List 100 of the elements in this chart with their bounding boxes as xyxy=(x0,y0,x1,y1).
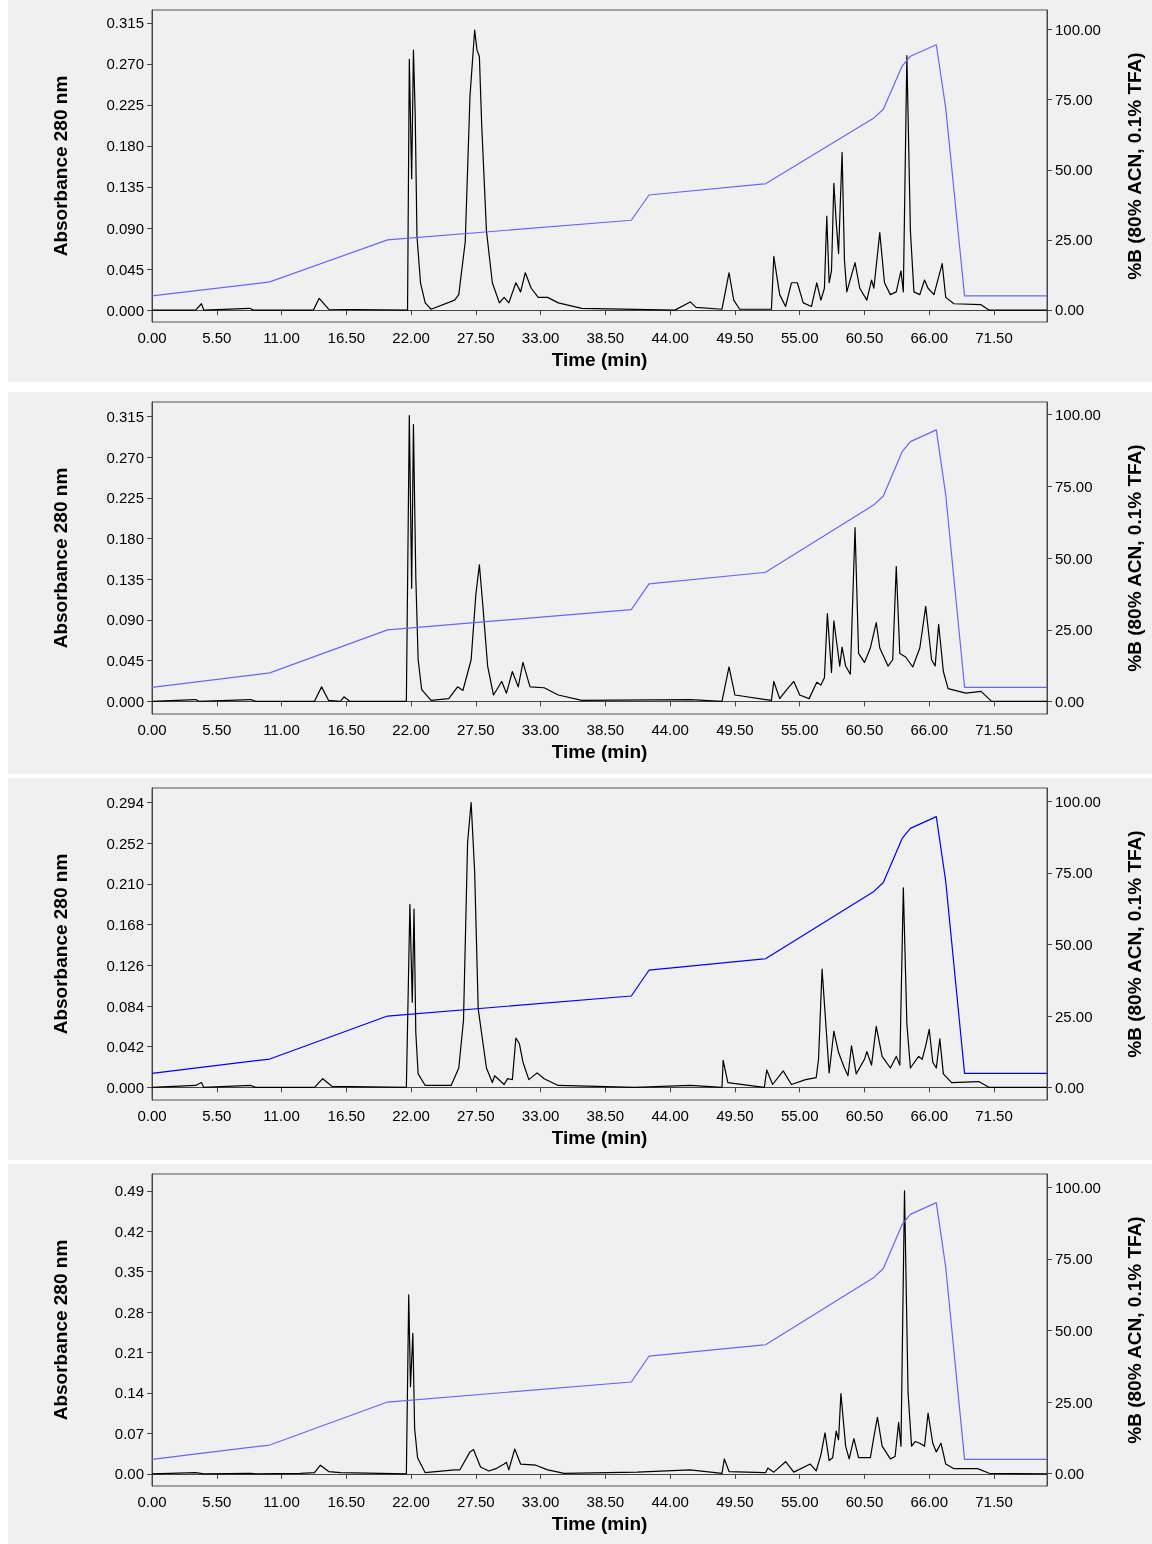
y2-tick-label: 0.00 xyxy=(1055,693,1085,711)
y2-axis-title: %B (80% ACN, 0.1% TFA) xyxy=(1124,52,1145,280)
x-tick-label: 60.50 xyxy=(845,1107,884,1124)
y2-axis-title: %B (80% ACN, 0.1% TFA) xyxy=(1124,830,1145,1058)
x-tick-label: 0.00 xyxy=(137,329,167,346)
y-tick-label: 0.090 xyxy=(106,219,144,237)
y2-tick-label: 50.00 xyxy=(1055,1321,1093,1339)
y-tick-label: 0.045 xyxy=(106,260,144,278)
x-tick-label: 33.00 xyxy=(521,329,560,346)
x-tick-label: 60.50 xyxy=(845,721,884,738)
y-tick-label: 0.315 xyxy=(106,407,144,425)
x-tick-label: 33.00 xyxy=(521,721,560,738)
y2-tick-label: 25.00 xyxy=(1055,231,1093,249)
x-tick-label: 27.50 xyxy=(457,1107,495,1124)
x-axis-title: Time (min) xyxy=(551,740,648,762)
x-tick-label: 71.50 xyxy=(975,721,1013,738)
x-tick-label: 11.00 xyxy=(263,329,300,346)
y-axis-title: Absorbance 280 nm xyxy=(50,1239,71,1421)
y2-tick-label: 0.00 xyxy=(1055,301,1085,319)
x-tick-label: 55.00 xyxy=(780,721,819,738)
y2-axis-title: %B (80% ACN, 0.1% TFA) xyxy=(1124,444,1145,672)
y-tick-label: 0.045 xyxy=(106,652,144,670)
y-tick-label: 0.35 xyxy=(114,1263,144,1281)
y2-tick-label: 0.00 xyxy=(1055,1465,1085,1483)
x-tick-label: 38.50 xyxy=(586,721,625,738)
y2-tick-label: 25.00 xyxy=(1055,1393,1093,1411)
x-tick-label: 16.50 xyxy=(327,1107,366,1124)
y-tick-label: 0.225 xyxy=(106,489,144,507)
y2-axis-title: %B (80% ACN, 0.1% TFA) xyxy=(1124,1216,1145,1444)
y2-tick-label: 100.00 xyxy=(1055,1178,1101,1196)
y-tick-label: 0.084 xyxy=(106,997,144,1015)
y-axis-title: Absorbance 280 nm xyxy=(50,853,71,1035)
x-tick-label: 0.00 xyxy=(137,1107,167,1124)
y2-tick-label: 50.00 xyxy=(1055,161,1093,179)
x-tick-label: 11.00 xyxy=(263,721,300,738)
y-tick-label: 0.225 xyxy=(106,96,144,114)
y2-tick-label: 100.00 xyxy=(1055,405,1101,423)
x-tick-label: 55.00 xyxy=(780,1107,819,1124)
x-tick-label: 44.00 xyxy=(651,1493,689,1510)
x-tick-label: 66.00 xyxy=(910,1107,949,1124)
x-tick-label: 5.50 xyxy=(202,329,232,346)
x-tick-label: 5.50 xyxy=(202,721,232,738)
y-tick-label: 0.315 xyxy=(106,14,144,32)
x-tick-label: 66.00 xyxy=(910,1493,949,1510)
y2-tick-label: 50.00 xyxy=(1055,549,1093,567)
x-tick-label: 22.00 xyxy=(392,329,430,346)
y-tick-label: 0.168 xyxy=(106,916,144,934)
y-tick-label: 0.135 xyxy=(106,570,144,588)
x-tick-label: 71.50 xyxy=(975,329,1013,346)
x-tick-label: 38.50 xyxy=(586,1107,625,1124)
y-tick-label: 0.042 xyxy=(106,1038,144,1056)
y-tick-label: 0.000 xyxy=(106,1078,144,1096)
y-tick-label: 0.126 xyxy=(106,956,144,974)
x-axis-title: Time (min) xyxy=(551,348,648,370)
y2-tick-label: 100.00 xyxy=(1055,792,1101,810)
x-tick-label: 38.50 xyxy=(586,329,625,346)
x-tick-label: 27.50 xyxy=(457,329,495,346)
y2-tick-label: 75.00 xyxy=(1055,477,1093,495)
y2-tick-label: 0.00 xyxy=(1055,1079,1085,1097)
x-tick-label: 44.00 xyxy=(651,1107,689,1124)
y-axis-title: Absorbance 280 nm xyxy=(50,467,71,649)
y-tick-label: 0.252 xyxy=(106,834,144,852)
x-tick-label: 22.00 xyxy=(392,1107,430,1124)
x-tick-label: 5.50 xyxy=(202,1493,232,1510)
y2-tick-label: 25.00 xyxy=(1055,621,1093,639)
x-tick-label: 11.00 xyxy=(263,1493,300,1510)
y-tick-label: 0.000 xyxy=(106,692,144,710)
x-tick-label: 71.50 xyxy=(975,1107,1013,1124)
x-tick-label: 66.00 xyxy=(910,721,949,738)
x-tick-label: 55.00 xyxy=(780,1493,819,1510)
x-tick-label: 49.50 xyxy=(716,721,754,738)
x-tick-label: 33.00 xyxy=(521,1493,560,1510)
x-tick-label: 22.00 xyxy=(392,1493,430,1510)
x-tick-label: 16.50 xyxy=(327,329,366,346)
x-tick-label: 16.50 xyxy=(327,721,366,738)
x-tick-label: 0.00 xyxy=(137,1493,167,1510)
x-tick-label: 22.00 xyxy=(392,721,430,738)
y-tick-label: 0.49 xyxy=(114,1182,144,1200)
y-tick-label: 0.135 xyxy=(106,178,144,196)
x-tick-label: 49.50 xyxy=(716,1493,754,1510)
x-axis-title: Time (min) xyxy=(551,1126,648,1148)
x-tick-label: 27.50 xyxy=(457,721,495,738)
y2-tick-label: 100.00 xyxy=(1055,21,1101,39)
y2-tick-label: 75.00 xyxy=(1055,864,1093,882)
y2-tick-label: 75.00 xyxy=(1055,1250,1093,1268)
y-tick-label: 0.14 xyxy=(114,1384,144,1402)
x-tick-label: 44.00 xyxy=(651,721,689,738)
y-axis-title: Absorbance 280 nm xyxy=(50,75,71,257)
x-tick-label: 0.00 xyxy=(137,721,167,738)
x-tick-label: 60.50 xyxy=(845,1493,884,1510)
y-tick-label: 0.180 xyxy=(106,137,144,155)
y-tick-label: 0.210 xyxy=(106,875,144,893)
x-tick-label: 55.00 xyxy=(780,329,819,346)
y-tick-label: 0.00 xyxy=(114,1465,144,1483)
x-tick-label: 5.50 xyxy=(202,1107,232,1124)
y2-tick-label: 25.00 xyxy=(1055,1007,1093,1025)
y2-tick-label: 50.00 xyxy=(1055,935,1093,953)
y-tick-label: 0.180 xyxy=(106,530,144,548)
y-tick-label: 0.42 xyxy=(114,1222,144,1240)
x-tick-label: 38.50 xyxy=(586,1493,625,1510)
